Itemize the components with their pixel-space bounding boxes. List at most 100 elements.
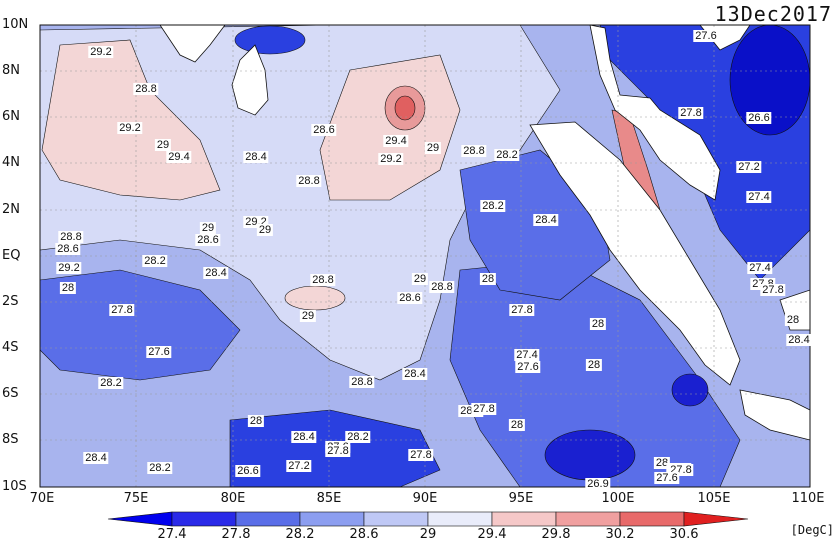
contour-label: 28 [508, 419, 526, 431]
contour-label: 29.4 [383, 135, 409, 147]
contour-label: 27.8 [471, 403, 497, 415]
contour-label: 28.8 [296, 175, 322, 187]
lon-label-70e: 70E [29, 491, 55, 506]
contour-label: 28 [589, 318, 607, 330]
colorbar-segment [555, 511, 621, 527]
contour-label: 29 [424, 142, 442, 154]
contour-label: 28.4 [243, 151, 269, 163]
colorbar-segment [299, 511, 365, 527]
cool-core-south-sumatra [671, 373, 709, 407]
contour-label: 27.8 [109, 304, 135, 316]
contour-label: 28.8 [429, 281, 455, 293]
colorbar-segment [619, 511, 685, 527]
lat-label-8s: 8S [2, 432, 19, 447]
colorbar-segment [107, 511, 173, 527]
landmass-sri-lanka [231, 44, 269, 116]
contour-label: 28.2 [345, 431, 371, 443]
colorbar-segment [683, 511, 749, 527]
lon-label-75e: 75E [123, 491, 149, 506]
landmass-mainland-se-asia [589, 24, 721, 201]
landmass-sumatra [529, 121, 741, 386]
contour-label: 28.4 [291, 431, 317, 443]
lat-label-6s: 6S [2, 386, 19, 401]
contour-label: 27.8 [509, 304, 535, 316]
contour-label: 28.6 [55, 243, 81, 255]
colorbar-segment [491, 511, 557, 527]
contour-label: 29.2 [378, 153, 404, 165]
contour-label: 27.8 [760, 284, 786, 296]
contour-label: 29.2 [56, 262, 82, 274]
contour-label: 28.2 [480, 200, 506, 212]
colorbar-tick: 29 [419, 527, 437, 542]
lon-label-95e: 95E [508, 491, 534, 506]
contour-label: 27.4 [747, 262, 773, 274]
contour-label: 28.4 [83, 452, 109, 464]
contour-label: 28.4 [786, 334, 812, 346]
colorbar-segment [235, 511, 301, 527]
contour-label: 26.6 [235, 465, 261, 477]
contour-label: 28.8 [133, 83, 159, 95]
lat-label-8n: 8N [2, 63, 20, 78]
colorbar-tick: 28.2 [285, 527, 315, 542]
contour-label: 27.8 [408, 449, 434, 461]
colorbar-tick: 28.6 [349, 527, 379, 542]
contour-label: 29 [199, 222, 217, 234]
contour-label: 27.4 [746, 191, 772, 203]
contour-label: 27.6 [515, 361, 541, 373]
cool-patch-ceylon [234, 25, 306, 55]
contour-label: 27.6 [146, 346, 172, 358]
contour-label: 26.6 [746, 112, 772, 124]
contour-label: 28.4 [203, 267, 229, 279]
colorbar [107, 511, 749, 527]
contour-label: 28 [585, 359, 603, 371]
contour-label: 28.8 [461, 145, 487, 157]
contour-label: 29 [411, 273, 429, 285]
contour-label: 27.8 [325, 445, 351, 457]
contour-label: 29 [154, 139, 172, 151]
lat-label-4s: 4S [2, 340, 19, 355]
contour-label: 27.4 [514, 349, 540, 361]
plot-frame [39, 24, 811, 488]
contour-label: 27.6 [693, 30, 719, 42]
contour-label: 28 [653, 457, 671, 469]
contour-label: 28.6 [195, 234, 221, 246]
lon-label-85e: 85E [316, 491, 342, 506]
lat-label-4n: 4N [2, 155, 20, 170]
cool-core-southeast [544, 429, 636, 481]
contour-label: 28.8 [58, 231, 84, 243]
contour-label: 29.2 [88, 46, 114, 58]
contour-label: 27.6 [654, 472, 680, 484]
lat-label-2n: 2N [2, 202, 20, 217]
lon-label-90e: 90E [412, 491, 438, 506]
contour-label: 29.4 [166, 151, 192, 163]
contour-label: 28.4 [533, 214, 559, 226]
colorbar-tick: 29.4 [477, 527, 507, 542]
lon-label-105e: 105E [697, 491, 731, 506]
contour-label: 28.8 [310, 274, 336, 286]
contour-label: 28.2 [147, 462, 173, 474]
colorbar-segment [363, 511, 429, 527]
contour-label: 27.2 [736, 161, 762, 173]
colorbar-tick: 27.4 [157, 527, 187, 542]
contour-label: 26.9 [585, 478, 611, 490]
contour-label: 28 [784, 314, 802, 326]
warm-patch-south-central [284, 285, 346, 311]
contour-label: 27.2 [286, 460, 312, 472]
lon-label-110e: 110E [791, 491, 825, 506]
contour-label: 28 [59, 282, 77, 294]
units-label: [DegC] [790, 523, 834, 537]
colorbar-tick: 30.2 [605, 527, 635, 542]
lon-label-80e: 80E [220, 491, 246, 506]
colorbar-segment [427, 511, 493, 527]
lat-label-eq: EQ [2, 248, 21, 263]
contour-label: 28.2 [494, 149, 520, 161]
contour-label: 28.8 [349, 376, 375, 388]
lat-label-2s: 2S [2, 294, 19, 309]
colorbar-tick: 30.6 [669, 527, 699, 542]
contour-label: 29 [299, 310, 317, 322]
contour-label: 28.2 [98, 377, 124, 389]
colorbar-segment [171, 511, 237, 527]
lat-label-10s: 10S [2, 479, 27, 494]
contour-label: 28.6 [311, 124, 337, 136]
